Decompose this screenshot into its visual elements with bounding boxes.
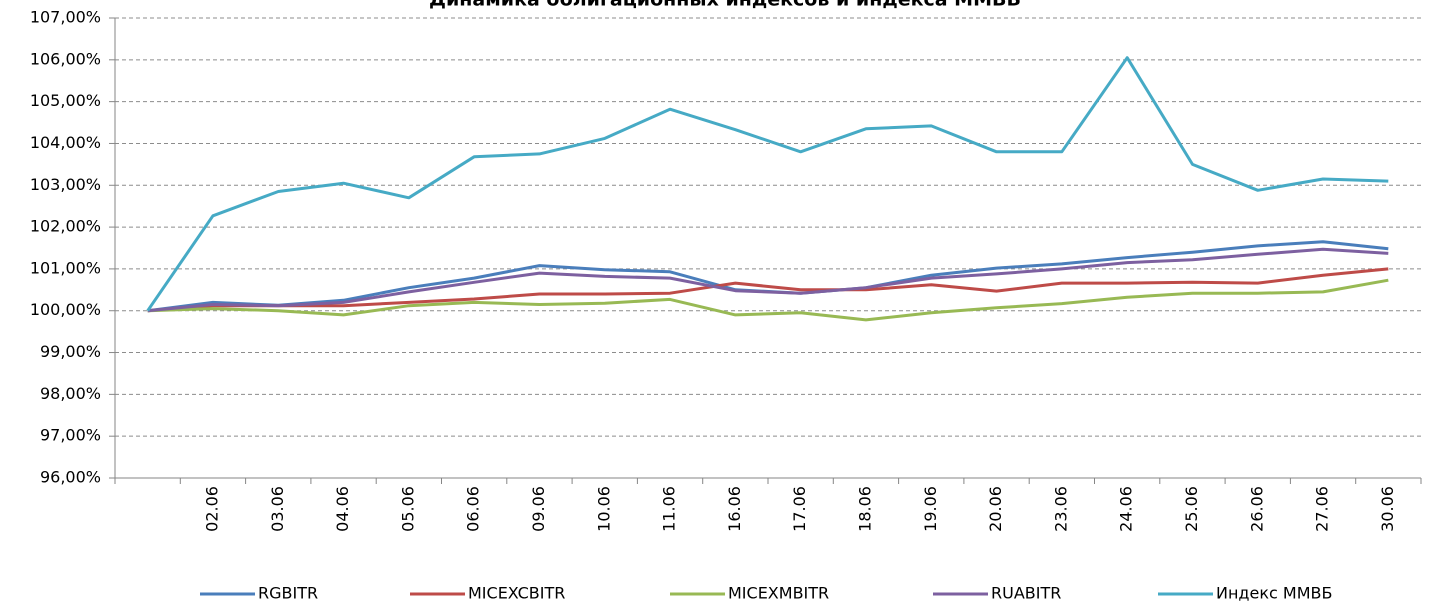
series-line bbox=[147, 240, 1389, 313]
series-line bbox=[147, 278, 1389, 322]
legend-label: RGBITR bbox=[258, 584, 318, 602]
legend-label: RUABITR bbox=[991, 584, 1061, 602]
x-tick-label: 30.06 bbox=[1378, 486, 1397, 532]
legend-label: Индекс ММВБ bbox=[1216, 584, 1332, 602]
series-line bbox=[146, 56, 1389, 312]
x-tick-label: 27.06 bbox=[1313, 486, 1332, 532]
x-tick-label: 16.06 bbox=[725, 486, 744, 532]
x-tick-label: 02.06 bbox=[202, 486, 221, 532]
x-tick-label: 23.06 bbox=[1051, 486, 1070, 532]
y-tick-label: 104,00% bbox=[30, 133, 101, 152]
legend-label: MICEXCBITR bbox=[468, 584, 565, 602]
x-tick-label: 20.06 bbox=[986, 486, 1005, 532]
series-line bbox=[147, 247, 1389, 313]
x-tick-label: 18.06 bbox=[855, 486, 874, 532]
x-tick-label: 25.06 bbox=[1182, 486, 1201, 532]
x-tick-label: 26.06 bbox=[1247, 486, 1266, 532]
y-tick-label: 100,00% bbox=[30, 300, 101, 319]
y-tick-label: 102,00% bbox=[30, 217, 101, 236]
x-tick-label: 09.06 bbox=[529, 486, 548, 532]
x-tick-label: 11.06 bbox=[660, 486, 679, 532]
x-tick-label: 19.06 bbox=[921, 486, 940, 532]
x-tick-label: 06.06 bbox=[464, 486, 483, 532]
y-tick-label: 105,00% bbox=[30, 91, 101, 110]
y-tick-label: 106,00% bbox=[30, 49, 101, 68]
x-tick-label: 10.06 bbox=[594, 486, 613, 532]
x-tick-label: 04.06 bbox=[333, 486, 352, 532]
y-tick-label: 107,00% bbox=[30, 8, 101, 27]
y-tick-label: 99,00% bbox=[40, 342, 101, 361]
x-tick-label: 17.06 bbox=[790, 486, 809, 532]
y-tick-label: 101,00% bbox=[30, 258, 101, 277]
x-tick-label: 05.06 bbox=[398, 486, 417, 532]
legend-label: MICEXMBITR bbox=[728, 584, 829, 602]
y-tick-label: 97,00% bbox=[40, 426, 101, 445]
y-tick-label: 96,00% bbox=[40, 468, 101, 487]
x-tick-label: 03.06 bbox=[268, 486, 287, 532]
y-tick-label: 98,00% bbox=[40, 384, 101, 403]
series-line bbox=[147, 267, 1389, 313]
y-tick-label: 103,00% bbox=[30, 175, 101, 194]
x-tick-label: 24.06 bbox=[1117, 486, 1136, 532]
chart-title: Динамика облигационных индексов и индекс… bbox=[429, 0, 1021, 11]
